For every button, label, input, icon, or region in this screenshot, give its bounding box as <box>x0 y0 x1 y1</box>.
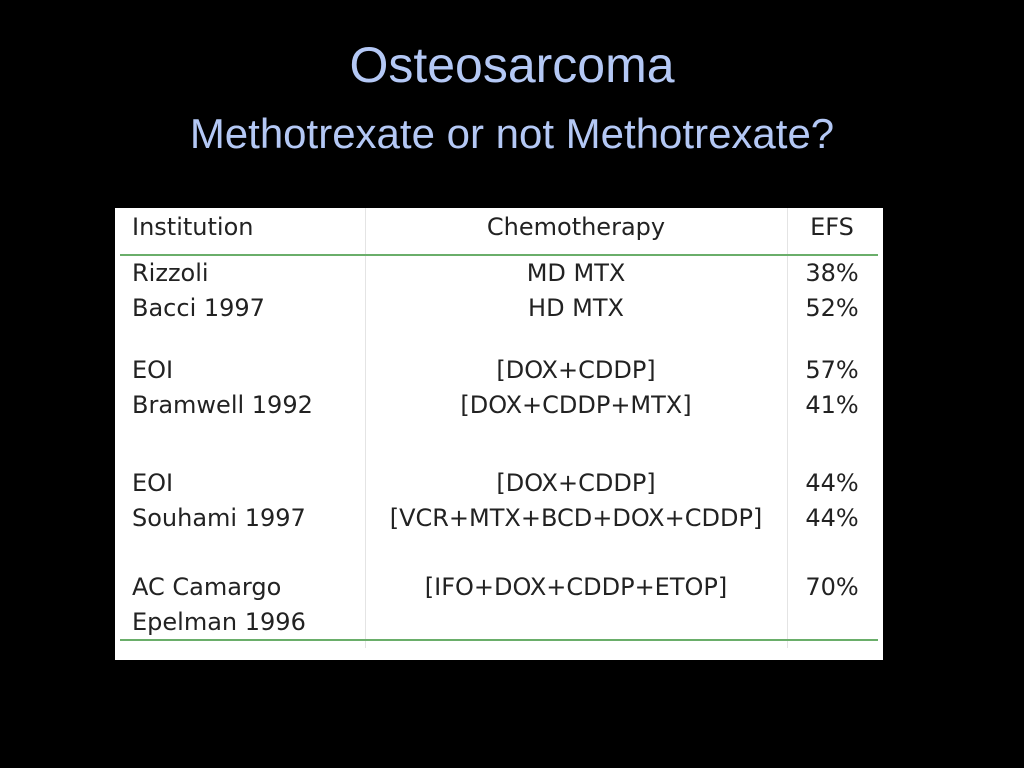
chemotherapy-cell: [VCR+MTX+BCD+DOX+CDDP] <box>389 504 763 532</box>
efs-cell: 44% <box>805 504 859 532</box>
institution-cell: EOI <box>132 356 174 384</box>
efs-cell: 38% <box>805 259 859 287</box>
institution-cell: EOI <box>132 469 174 497</box>
chemotherapy-cell: [IFO+DOX+CDDP+ETOP] <box>424 573 728 601</box>
efs-cell: 70% <box>805 573 859 601</box>
column-divider <box>365 208 366 648</box>
institution-cell: Souhami 1997 <box>132 504 306 532</box>
bottom-rule <box>120 639 878 641</box>
chemotherapy-cell: [DOX+CDDP+MTX] <box>460 391 692 419</box>
chemotherapy-cell: [DOX+CDDP] <box>496 356 656 384</box>
institution-cell: Epelman 1996 <box>132 608 306 636</box>
column-header: Chemotherapy <box>486 213 666 241</box>
chemotherapy-cell: MD MTX <box>526 259 626 287</box>
institution-cell: Rizzoli <box>132 259 209 287</box>
slide-subtitle: Methotrexate or not Methotrexate? <box>189 110 835 157</box>
column-header: Institution <box>132 213 254 241</box>
efs-cell: 57% <box>805 356 859 384</box>
slide-title: Osteosarcoma <box>349 37 675 93</box>
chemotherapy-cell: [DOX+CDDP] <box>496 469 656 497</box>
efs-cell: 44% <box>805 469 859 497</box>
column-divider <box>787 208 788 648</box>
efs-cell: 41% <box>805 391 859 419</box>
header-rule <box>120 254 878 256</box>
table: Institution Chemotherapy EFS Rizzoli Bacci 1… <box>115 208 883 660</box>
institution-cell: AC Camargo <box>132 573 282 601</box>
institution-cell: Bramwell 1992 <box>132 391 313 419</box>
column-header: EFS <box>810 213 854 241</box>
chemotherapy-cell: HD MTX <box>528 294 624 322</box>
institution-cell: Bacci 1997 <box>132 294 265 322</box>
efs-cell: 52% <box>805 294 859 322</box>
